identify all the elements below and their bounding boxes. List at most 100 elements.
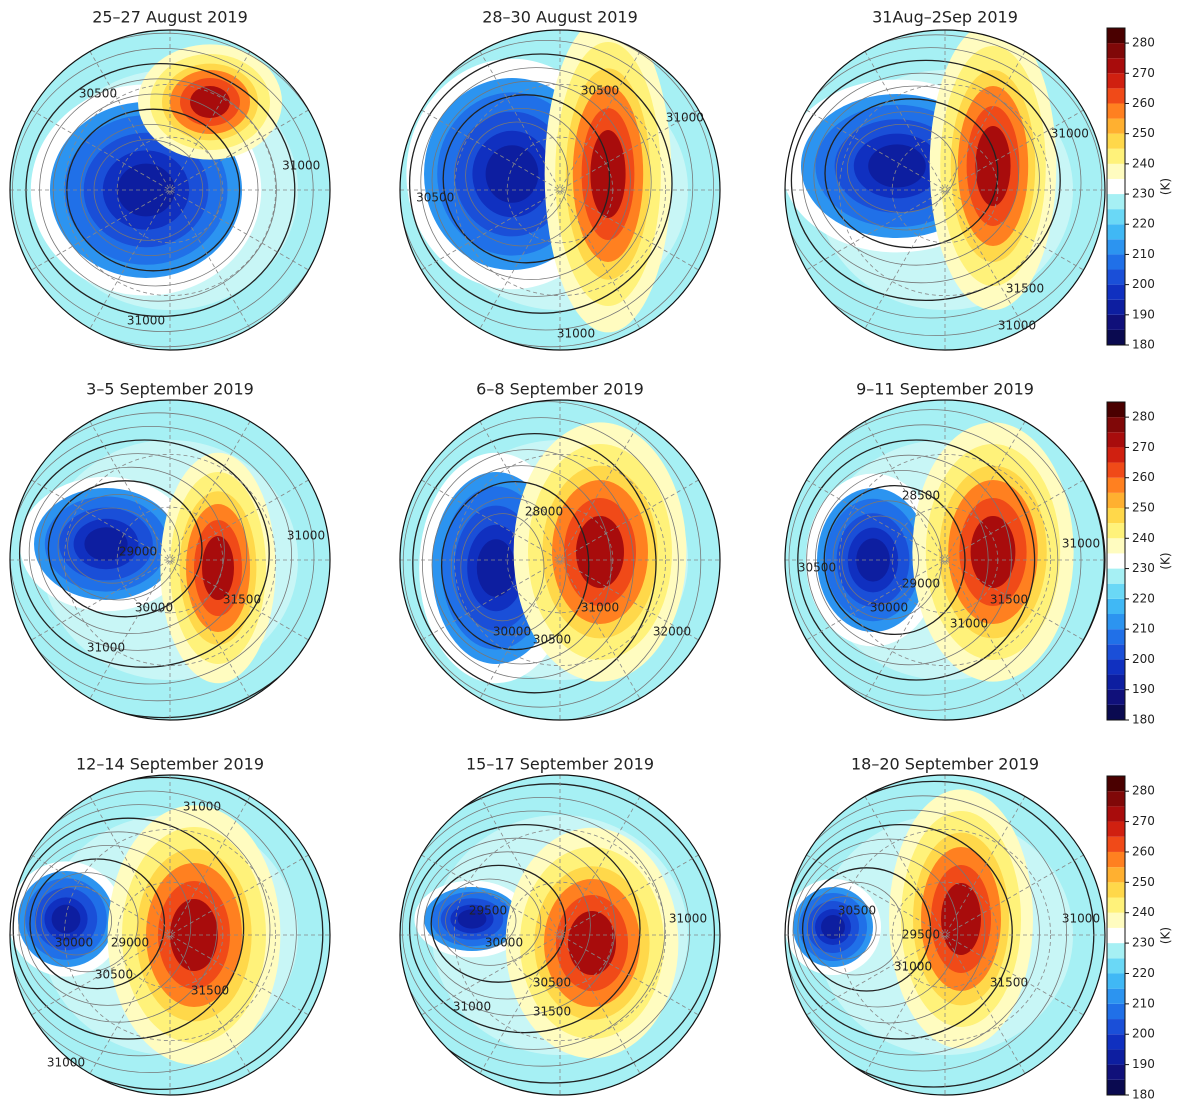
contour-label: 29000 bbox=[119, 545, 157, 559]
height-contour bbox=[18, 439, 270, 668]
graticule bbox=[806, 479, 1084, 641]
cold-region bbox=[868, 144, 926, 188]
graticule bbox=[839, 453, 1052, 666]
colorbar-band bbox=[1107, 269, 1125, 285]
contour-label: 31000 bbox=[581, 601, 619, 615]
height-contour bbox=[420, 67, 652, 297]
colorbar-band bbox=[1107, 163, 1125, 179]
colorbar-band bbox=[1107, 508, 1125, 524]
colorbar-band bbox=[1107, 314, 1125, 330]
colorbar-band bbox=[1107, 806, 1125, 822]
height-contour bbox=[442, 94, 611, 264]
height-contour bbox=[10, 400, 330, 719]
contour-label: 30500 bbox=[416, 191, 454, 205]
graticule bbox=[864, 51, 1026, 329]
colorbar-band bbox=[1107, 133, 1125, 149]
contour-label: 30000 bbox=[870, 601, 908, 615]
graticule bbox=[479, 51, 641, 329]
height-contour bbox=[18, 831, 218, 1023]
map-outline bbox=[399, 399, 721, 721]
map-outline bbox=[399, 29, 721, 351]
colorbar-band bbox=[1107, 882, 1125, 898]
colorbar-tick-label: 180 bbox=[1132, 1088, 1155, 1102]
contour-label: 30500 bbox=[79, 87, 117, 101]
height-contour bbox=[785, 780, 1095, 1088]
colorbar-band bbox=[1107, 553, 1125, 569]
graticule bbox=[89, 421, 251, 699]
contour-label: 30500 bbox=[581, 83, 619, 97]
colorbar-tick-label: 260 bbox=[1132, 96, 1155, 110]
warm-region bbox=[975, 126, 1011, 206]
graticule bbox=[89, 51, 251, 329]
graticule bbox=[806, 854, 1084, 1016]
colorbar-band bbox=[1107, 209, 1125, 225]
map-outline bbox=[9, 29, 331, 351]
contour-label: 31000 bbox=[1062, 912, 1100, 926]
colorbar-tick-label: 260 bbox=[1132, 844, 1155, 858]
colorbar-band bbox=[1107, 523, 1125, 539]
colorbar-tick-label: 200 bbox=[1132, 277, 1155, 291]
colorbar-tick-label: 190 bbox=[1132, 307, 1155, 321]
height-contour bbox=[28, 453, 248, 651]
colorbar-band bbox=[1107, 118, 1125, 134]
height-contour bbox=[785, 795, 1067, 1072]
graticule bbox=[839, 829, 1052, 1042]
height-contour bbox=[10, 412, 315, 702]
graticule bbox=[421, 109, 699, 271]
cold-region bbox=[84, 527, 128, 561]
colorbar-tick-label: 180 bbox=[1132, 713, 1155, 727]
colorbar-tick-label: 280 bbox=[1132, 784, 1155, 798]
contour-label: 31000 bbox=[950, 617, 988, 631]
colorbar-band bbox=[1107, 689, 1125, 705]
graticule bbox=[421, 854, 699, 1016]
contour-label: 30500 bbox=[533, 633, 571, 647]
colorbar-tick-label: 190 bbox=[1132, 682, 1155, 696]
graticule bbox=[31, 854, 309, 1016]
height-contour bbox=[790, 59, 1061, 302]
contour-label: 31500 bbox=[990, 976, 1028, 990]
graticule bbox=[806, 854, 1084, 1016]
colorbar-band bbox=[1107, 704, 1125, 720]
height-contour bbox=[792, 838, 986, 1024]
warm-region bbox=[970, 516, 1016, 588]
warm-region bbox=[590, 130, 626, 218]
contour-label: 29000 bbox=[902, 577, 940, 591]
colorbar-tick-label: 210 bbox=[1132, 247, 1155, 261]
contour-label: 31000 bbox=[453, 1000, 491, 1014]
graticule bbox=[89, 421, 251, 699]
colorbar-band bbox=[1107, 1019, 1125, 1035]
graticule bbox=[453, 829, 666, 1042]
colorbar-band bbox=[1107, 254, 1125, 270]
contour-label: 31500 bbox=[223, 593, 261, 607]
colorbar-band bbox=[1107, 674, 1125, 690]
contour-label: 29000 bbox=[111, 936, 149, 950]
colorbar-tick-label: 250 bbox=[1132, 875, 1155, 889]
colorbar-tick-label: 270 bbox=[1132, 440, 1155, 454]
graticule bbox=[864, 796, 1026, 1074]
panel-title: 6–8 September 2019 bbox=[476, 380, 644, 399]
colorbar-band bbox=[1107, 239, 1125, 255]
colorbar-band bbox=[1107, 1064, 1125, 1080]
colorbar-tick-label: 230 bbox=[1132, 187, 1155, 201]
colorbar-band bbox=[1107, 28, 1125, 44]
contour-label: 31500 bbox=[191, 984, 229, 998]
colorbar-band bbox=[1107, 1079, 1125, 1095]
colorbar-band bbox=[1107, 447, 1125, 463]
cold-region bbox=[51, 904, 81, 934]
graticule bbox=[839, 84, 1052, 296]
graticule bbox=[31, 109, 309, 271]
height-contour bbox=[460, 513, 545, 622]
colorbar-tick-label: 240 bbox=[1132, 156, 1155, 170]
colorbar-tick-label: 230 bbox=[1132, 936, 1155, 950]
contour-label: 31000 bbox=[894, 960, 932, 974]
height-contour bbox=[416, 837, 616, 1017]
graticule bbox=[421, 479, 699, 641]
contour-label: 30000 bbox=[135, 601, 173, 615]
graticule bbox=[89, 51, 251, 329]
height-contour bbox=[813, 85, 1019, 266]
contour-label: 31000 bbox=[127, 314, 165, 328]
colorbar-band bbox=[1107, 821, 1125, 837]
colorbar-band bbox=[1107, 178, 1125, 195]
contour-label: 31000 bbox=[87, 641, 125, 655]
map bbox=[10, 775, 330, 1095]
